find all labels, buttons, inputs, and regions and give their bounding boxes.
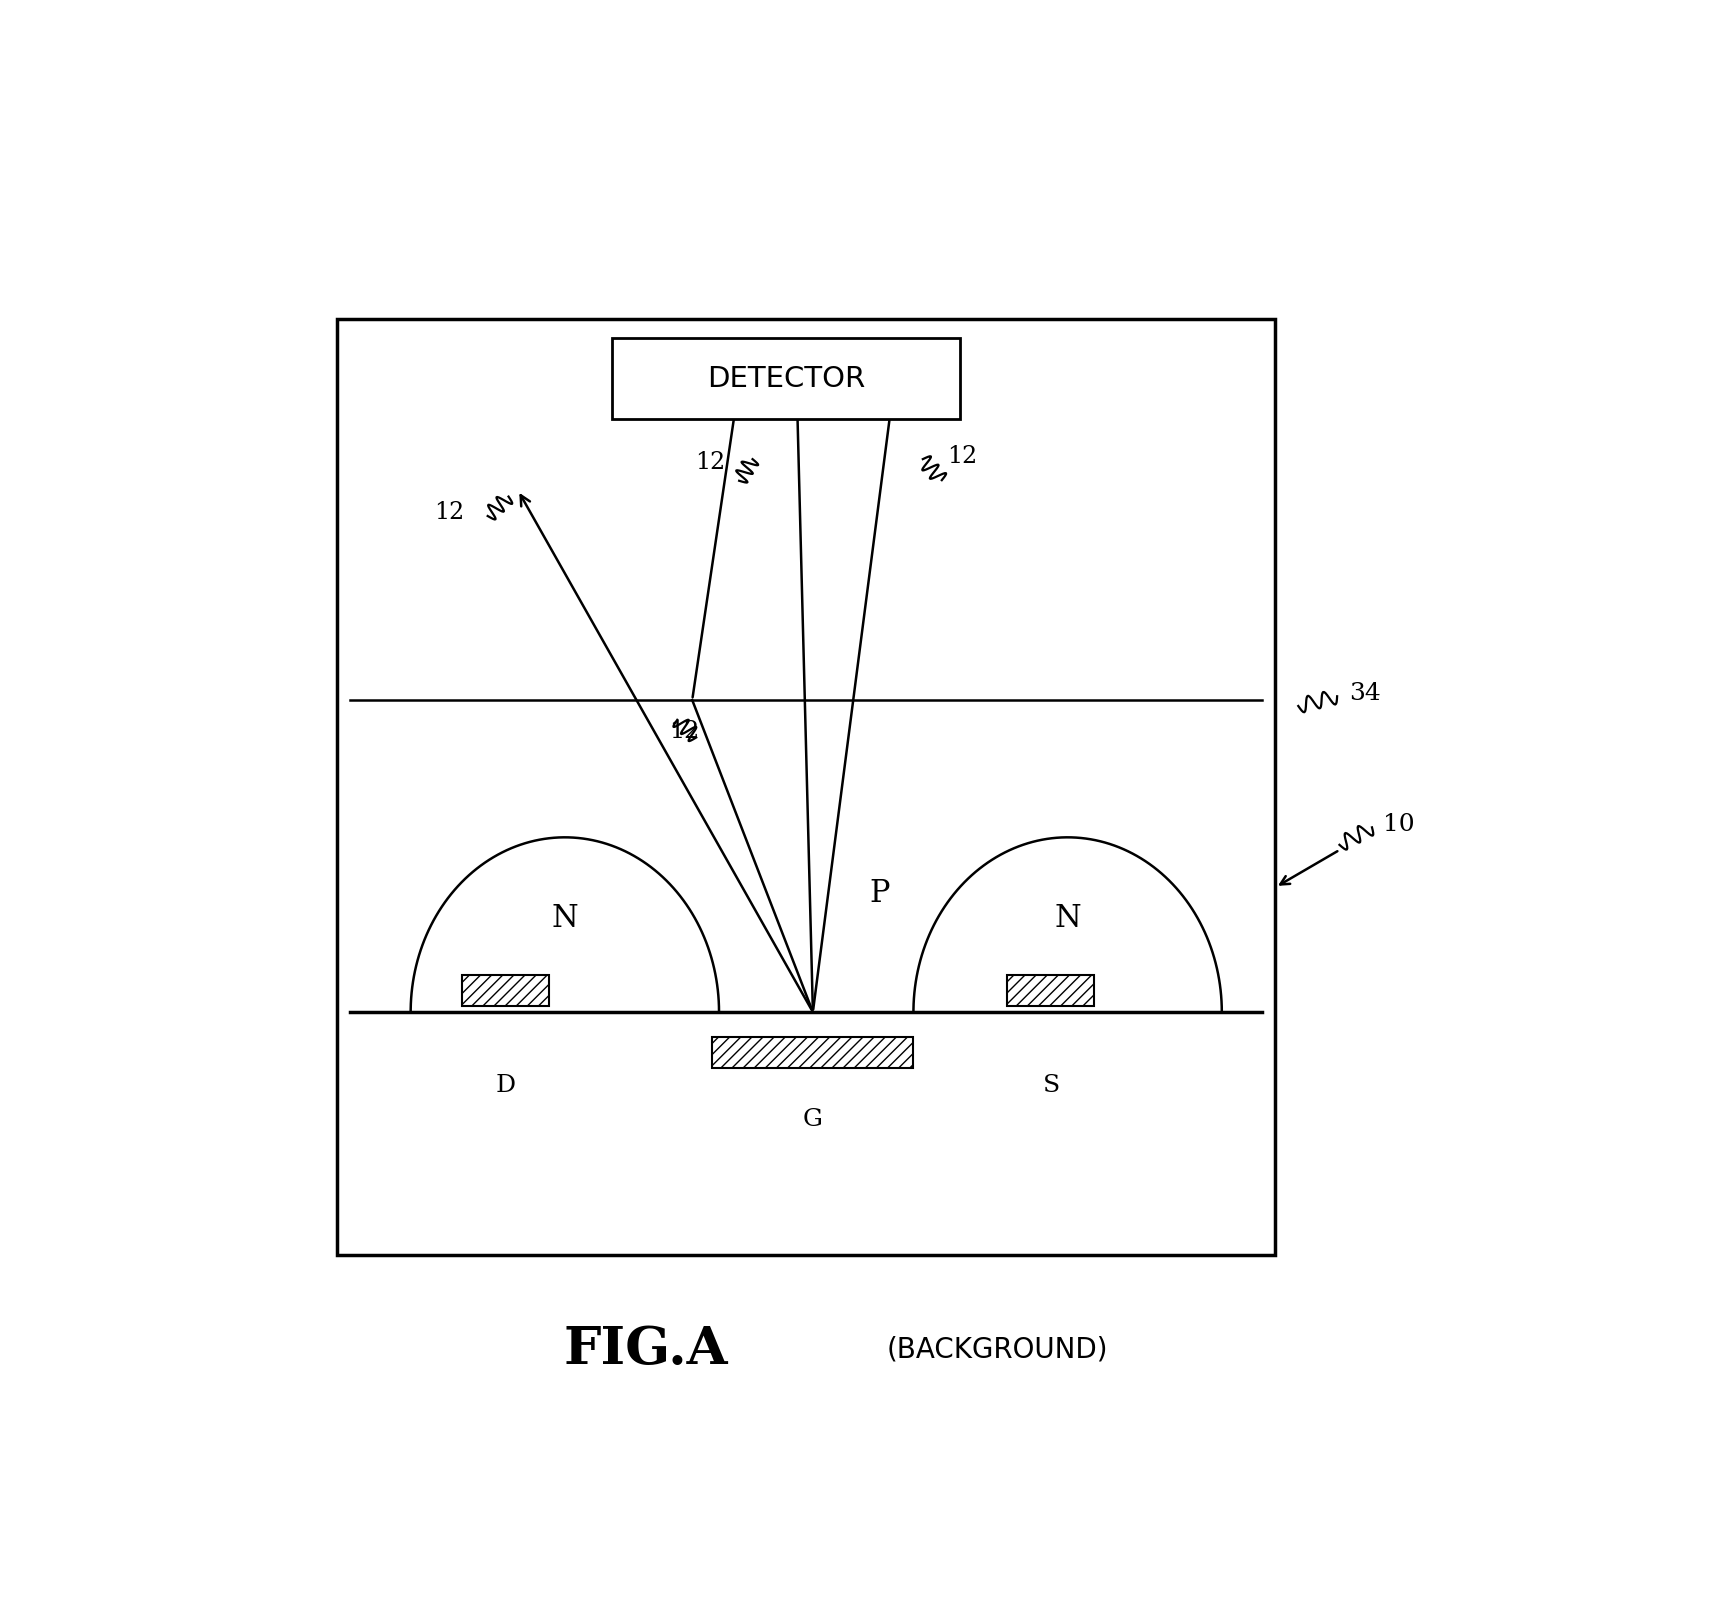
Text: 12: 12 [695, 451, 727, 475]
Text: D: D [497, 1075, 516, 1097]
Text: N: N [1054, 903, 1081, 934]
Bar [337, 319, 1275, 1255]
Bar [612, 339, 960, 420]
Text: P: P [870, 879, 891, 909]
Text: 34: 34 [1349, 682, 1381, 705]
Text: 12: 12 [946, 446, 977, 468]
Bar [713, 1037, 913, 1068]
Text: 12: 12 [670, 720, 699, 742]
Text: 12: 12 [434, 501, 464, 524]
Text: S: S [1043, 1075, 1060, 1097]
Bar [462, 974, 548, 1005]
Text: (BACKGROUND): (BACKGROUND) [887, 1336, 1109, 1363]
Text: G: G [803, 1109, 823, 1131]
Bar [1007, 974, 1095, 1005]
Text: DETECTOR: DETECTOR [708, 365, 865, 392]
Text: FIG.A: FIG.A [562, 1324, 728, 1375]
Text: N: N [552, 903, 578, 934]
Text: 10: 10 [1382, 814, 1415, 836]
